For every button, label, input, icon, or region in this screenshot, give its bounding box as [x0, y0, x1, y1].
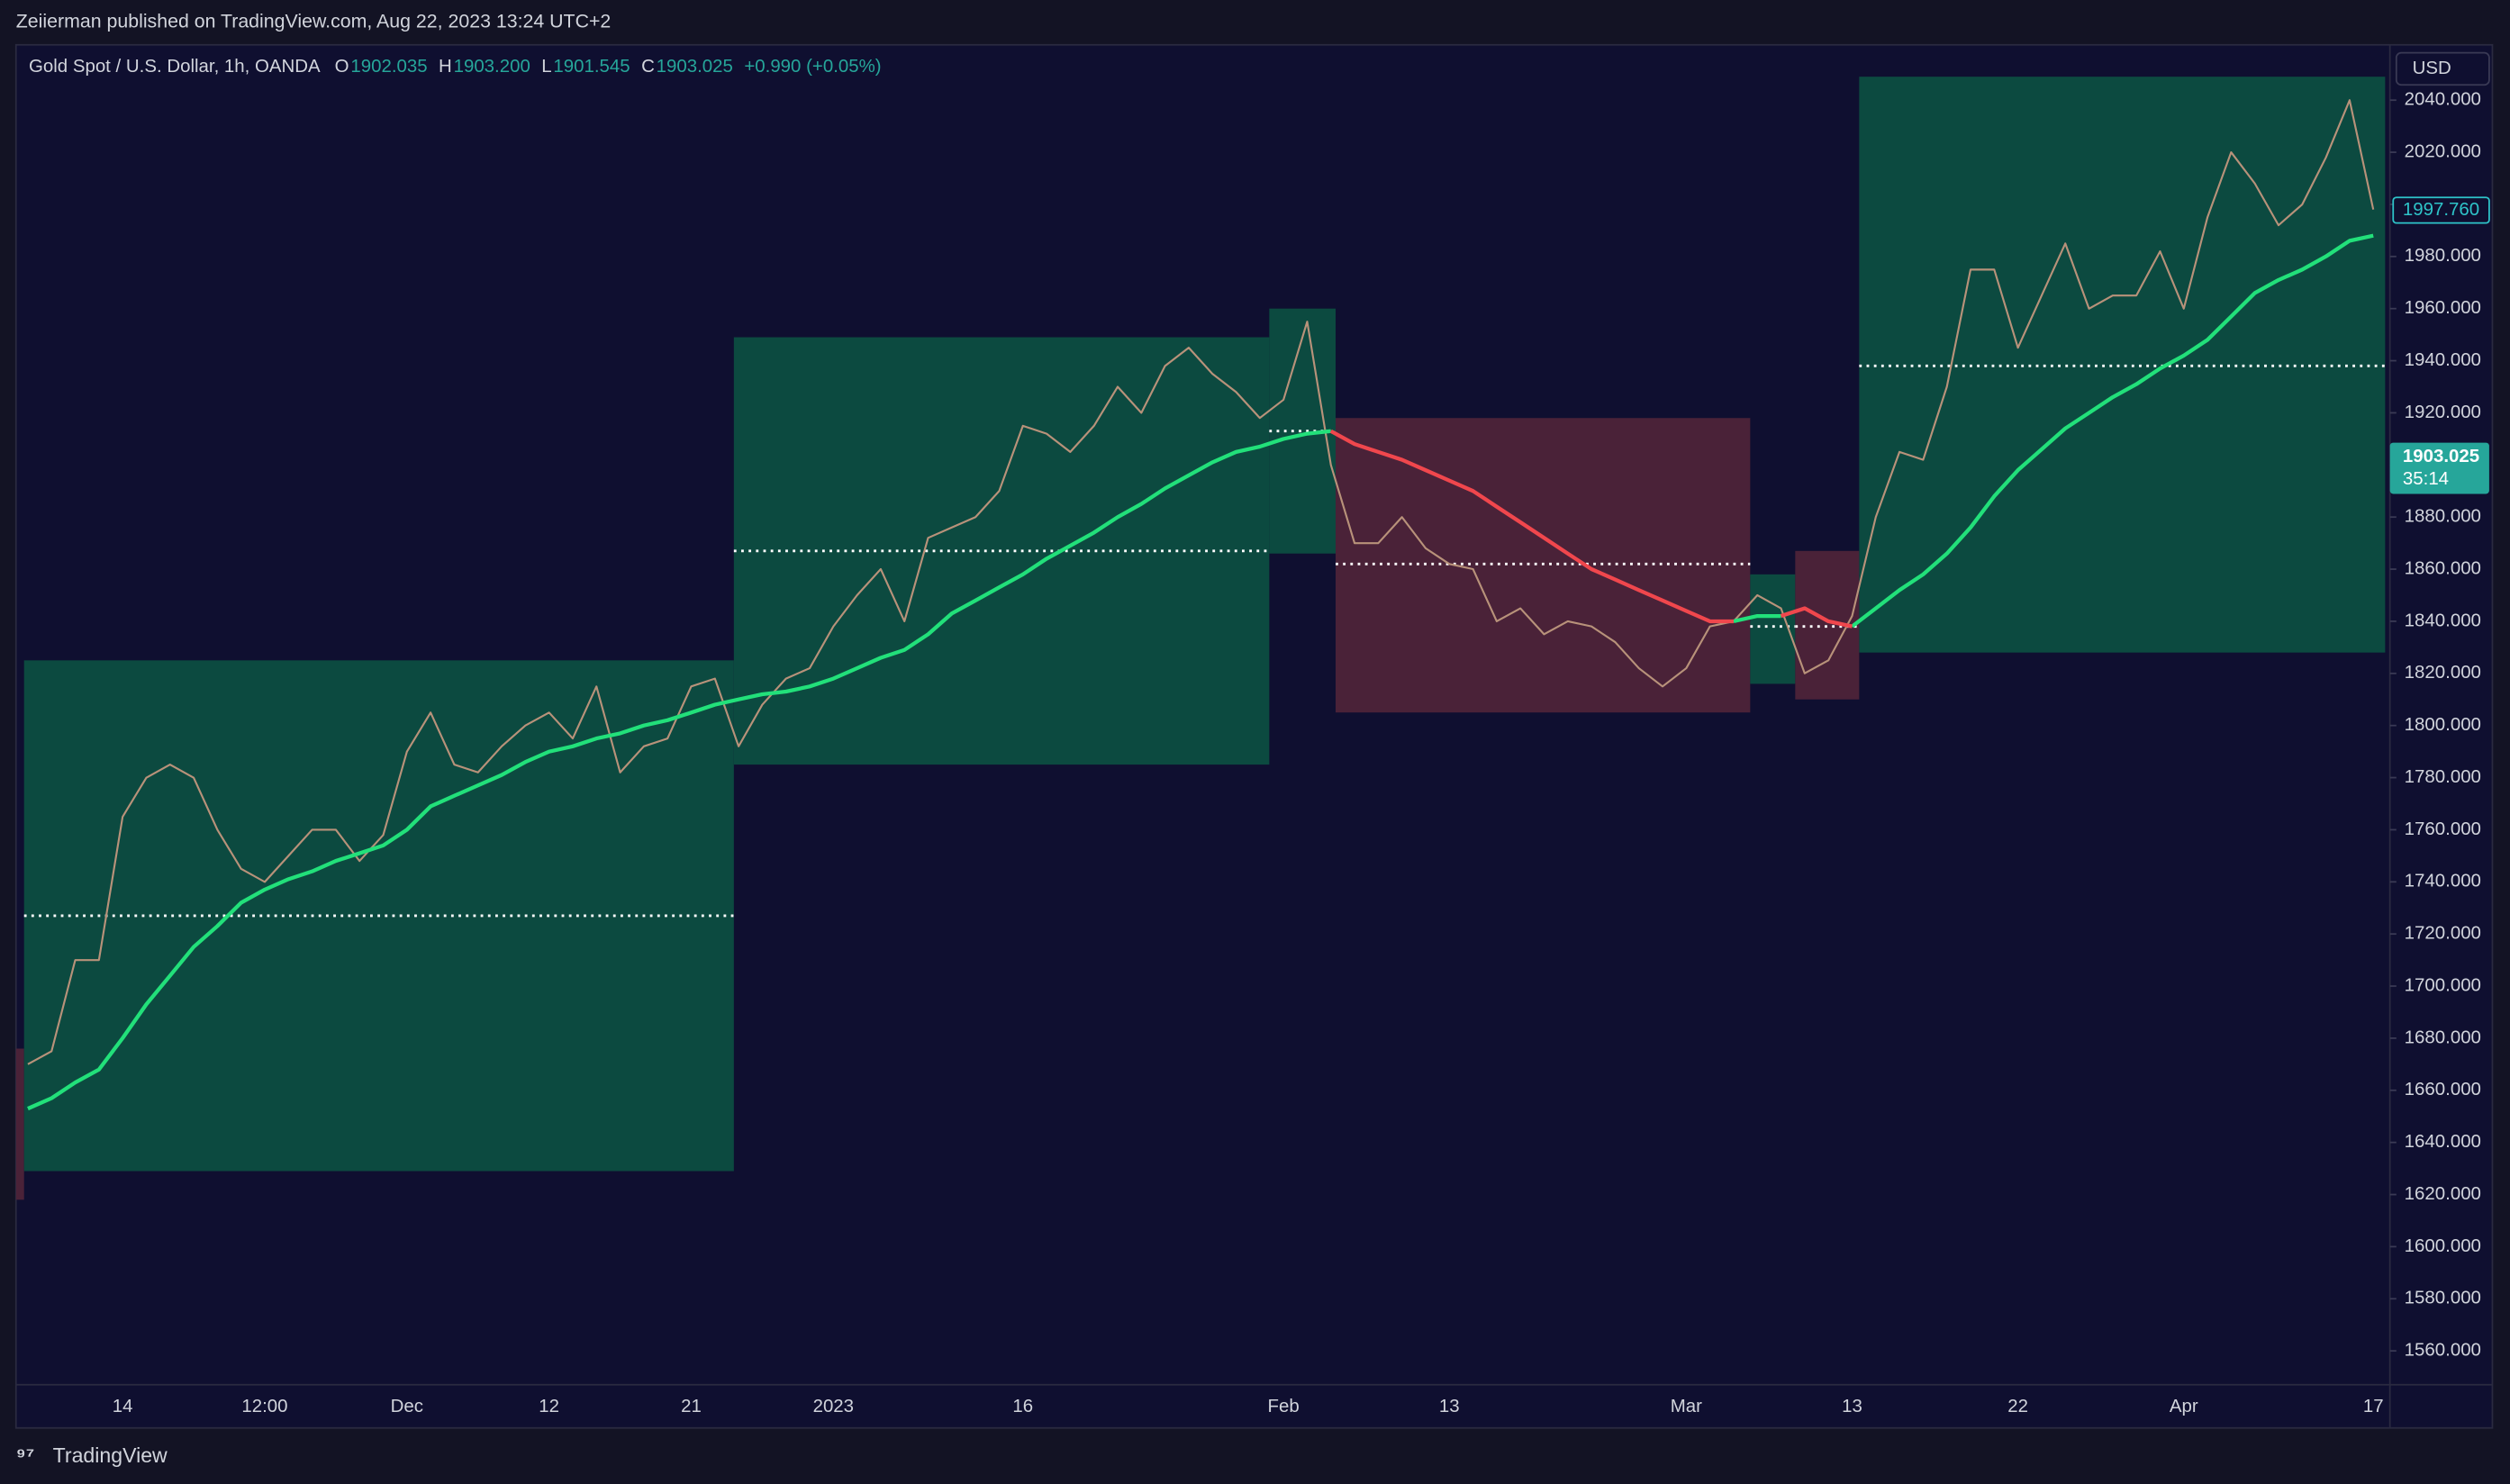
y-tick-label: 1600.000 [2405, 1235, 2481, 1256]
last-price-label: 1903.025 [2403, 446, 2479, 466]
x-tick-label: 22 [2007, 1396, 2028, 1416]
published-note: Zeiierman published on TradingView.com, … [16, 11, 612, 32]
y-tick-label: 1840.000 [2405, 610, 2481, 630]
x-tick-label: Dec [391, 1396, 423, 1416]
y-tick-label: 1860.000 [2405, 557, 2481, 578]
moving-average [1329, 429, 1853, 629]
y-tick-label: 1820.000 [2405, 662, 2481, 683]
ohlc-key: C [641, 56, 655, 77]
currency[interactable]: USD [2413, 58, 2451, 78]
x-tick-label: 2023 [813, 1396, 854, 1416]
price-line [27, 99, 2375, 1065]
range-box [15, 1048, 24, 1200]
plot: 1560.000 1580.000 1600.000 1620.000 1640.000… [15, 77, 2490, 1416]
y-tick-label: 1560.000 [2405, 1340, 2481, 1361]
line-marker-label: 1997.760 [2403, 199, 2479, 220]
y-tick-label: 1700.000 [2405, 974, 2481, 995]
x-tick-label: 16 [1012, 1396, 1033, 1416]
ohlc-value: 1903.200 [454, 56, 530, 77]
y-tick-label: 1760.000 [2405, 819, 2481, 839]
x-tick-label: Feb [1268, 1396, 1300, 1416]
footer-brand: TradingView [53, 1443, 168, 1467]
y-tick-label: 1740.000 [2405, 871, 2481, 891]
ohlc-value: 1901.545 [553, 56, 630, 77]
range-box [1336, 418, 1751, 713]
y-tick-label: 2040.000 [2405, 89, 2481, 110]
y-tick-label: 1920.000 [2405, 402, 2481, 422]
range-box [1859, 77, 2386, 653]
footer-logo: ⁹⁷ [16, 1443, 34, 1467]
x-tick-label: 13 [1439, 1396, 1460, 1416]
y-tick-label: 1980.000 [2405, 245, 2481, 266]
ohlc-value: 1902.035 [350, 56, 427, 77]
last-price-box [2389, 442, 2489, 494]
y-tick-label: 1940.000 [2405, 349, 2481, 370]
moving-average [27, 233, 2374, 1111]
ohlc-key: L [541, 56, 551, 77]
y-tick-label: 1640.000 [2405, 1131, 2481, 1152]
x-tick-label: 13 [1842, 1396, 1862, 1416]
y-tick-label: 1720.000 [2405, 923, 2481, 944]
y-tick-label: 1620.000 [2405, 1183, 2481, 1204]
x-tick-label: 14 [113, 1396, 133, 1416]
line-marker-box [2392, 196, 2490, 224]
countdown: 35:14 [2403, 468, 2449, 489]
y-tick-label: 1800.000 [2405, 714, 2481, 735]
y-tick-label: 1880.000 [2405, 506, 2481, 527]
y-tick-label: 2020.000 [2405, 140, 2481, 161]
y-tick-label: 1680.000 [2405, 1027, 2481, 1047]
change: +0.990 (+0.05%) [744, 56, 881, 77]
currency-button[interactable] [2395, 51, 2490, 86]
y-tick-label: 1660.000 [2405, 1079, 2481, 1099]
x-tick-label: 12 [539, 1396, 559, 1416]
y-tick-label: 1780.000 [2405, 766, 2481, 787]
y-tick-label: 1960.000 [2405, 297, 2481, 318]
x-tick-label: 21 [681, 1396, 702, 1416]
ohlc-key: H [439, 56, 452, 77]
y-tick-label: 1580.000 [2405, 1288, 2481, 1308]
x-tick-label: 17 [2363, 1396, 2384, 1416]
ohlc-value: 1903.025 [657, 56, 733, 77]
legend-title: Gold Spot / U.S. Dollar, 1h, OANDA [29, 56, 321, 77]
x-tick-label: Mar [1671, 1396, 1702, 1416]
x-tick-label: 12:00 [241, 1396, 287, 1416]
legend: Gold Spot / U.S. Dollar, 1h, OANDA O 1902.… [29, 56, 882, 77]
ohlc-key: O [335, 56, 349, 77]
x-tick-label: Apr [2170, 1396, 2198, 1416]
range-box [733, 337, 1270, 765]
